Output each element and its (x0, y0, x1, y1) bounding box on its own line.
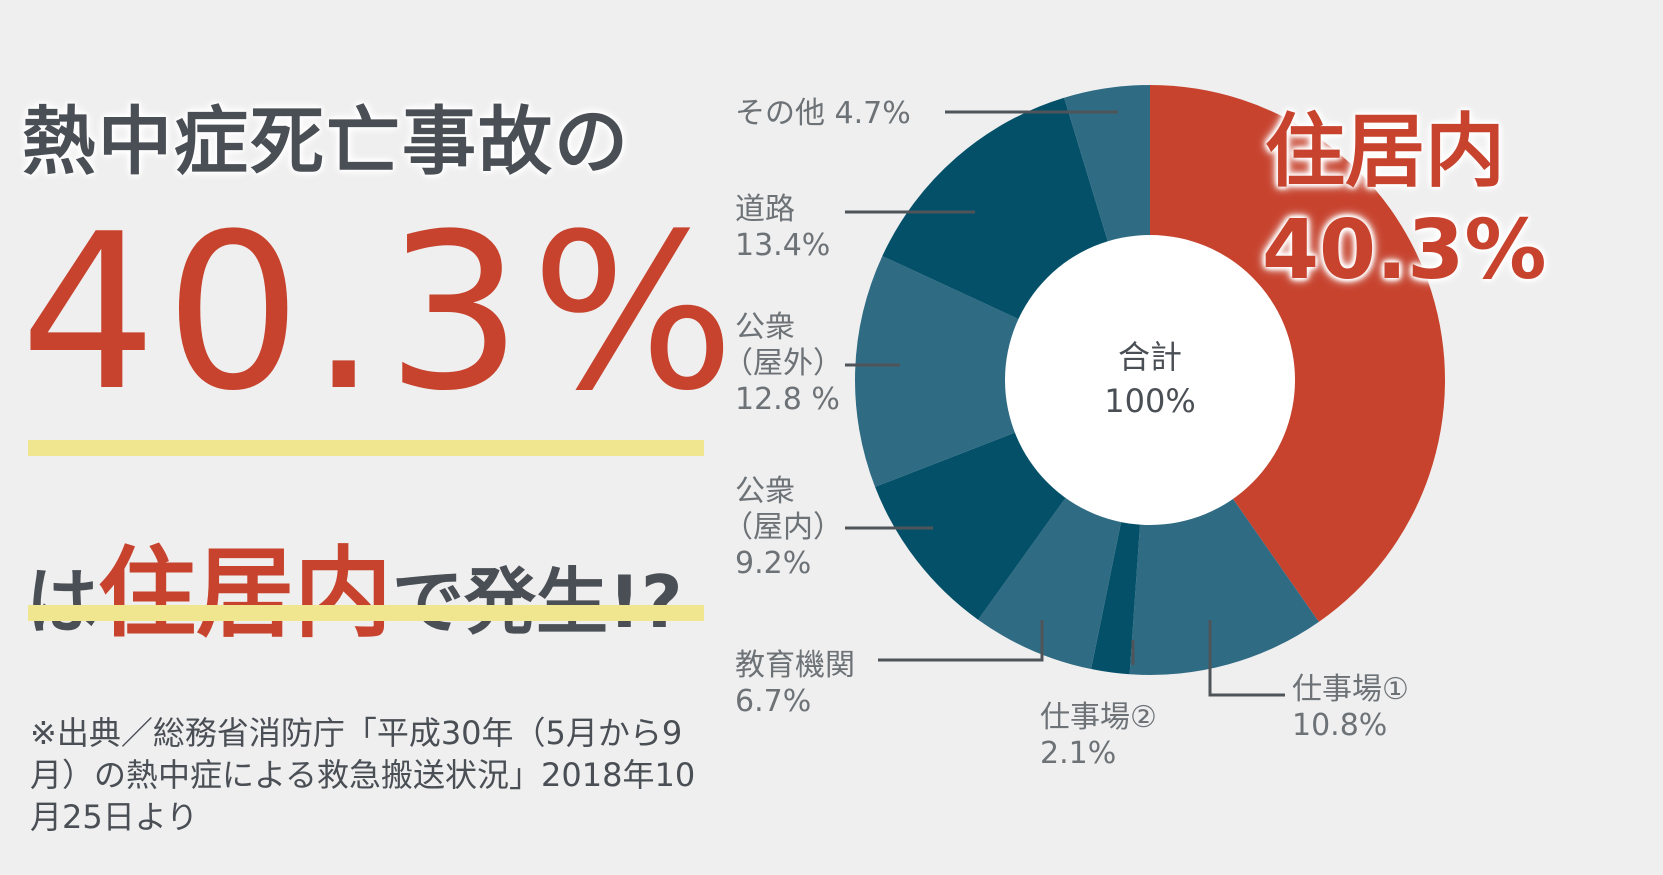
center-value: 100% (1104, 382, 1196, 420)
label-public-in-name2: （屋内） (723, 510, 843, 545)
donut-hole (1005, 235, 1295, 525)
headline: 熱中症死亡事故の (22, 99, 630, 185)
highlight-rule-bottom (28, 605, 704, 621)
leader-work1 (1208, 620, 1285, 697)
label-road-value: 13.4% (735, 228, 831, 263)
highlight-rule-top (28, 440, 704, 456)
label-education: 教育機関 6.7% (735, 648, 855, 720)
source-note: ※出典／総務省消防庁「平成30年（5月から9月）の熱中症による救急搬送状況」20… (30, 714, 696, 836)
label-work1-value: 10.8% (1292, 708, 1388, 743)
subline-prefix: は (26, 560, 99, 644)
label-other-name: その他 (735, 96, 825, 131)
label-work2: 仕事場② 2.1% (1040, 700, 1157, 772)
label-work2-value: 2.1% (1040, 736, 1117, 771)
label-road-name: 道路 (735, 192, 795, 227)
residence-value: 40.3% (1262, 203, 1547, 298)
subline-highlight: 住居内 (98, 537, 393, 651)
label-other: その他 4.7% (735, 96, 911, 132)
big-percentage: 40.3% (20, 187, 744, 438)
label-work2-name: 仕事場② (1040, 700, 1157, 735)
label-public-out: 公衆 （屋外） 12.8 % (723, 310, 843, 418)
label-work1-name: 仕事場① (1292, 672, 1409, 707)
label-public-out-value: 12.8 % (735, 382, 840, 417)
pie-slice-0 (1150, 85, 1445, 622)
label-public-in-name1: 公衆 (735, 474, 795, 509)
label-work1: 仕事場① 10.8% (1292, 672, 1409, 744)
label-education-value: 6.7% (735, 684, 812, 719)
label-public-in: 公衆 （屋内） 9.2% (723, 474, 843, 582)
leader-lines (845, 110, 1285, 697)
pie-slice-5 (855, 256, 1150, 487)
residence-label: 住居内 (1265, 105, 1505, 198)
label-education-name: 教育機関 (735, 648, 855, 683)
label-public-in-value: 9.2% (735, 546, 812, 581)
label-other-value: 4.7% (834, 96, 911, 131)
label-road: 道路 13.4% (735, 192, 830, 264)
label-public-out-name1: 公衆 (735, 310, 795, 345)
subline-suffix: で発生!? (392, 560, 683, 644)
leader-education (878, 620, 1044, 662)
center-label: 合計 100% (1080, 335, 1220, 423)
subline: は住居内で発生!? (26, 545, 683, 643)
label-public-out-name2: （屋外） (723, 346, 843, 381)
center-title: 合計 (1117, 338, 1182, 376)
